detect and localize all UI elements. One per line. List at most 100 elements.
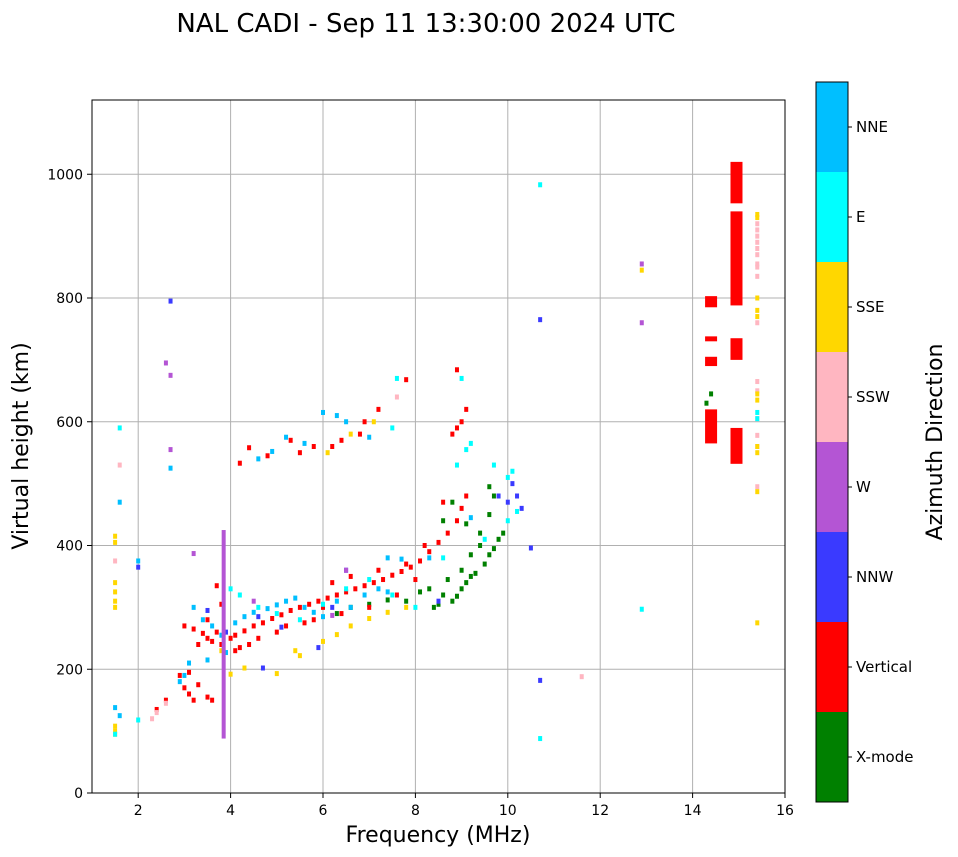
echo-point-nnw: [136, 564, 141, 570]
echo-point-w: [163, 360, 168, 366]
echo-point-x-mode: [482, 561, 487, 567]
echo-point-ssw: [755, 227, 760, 233]
echo-point-e: [510, 468, 515, 474]
echo-streak-vertical: [730, 338, 743, 360]
echo-point-nnw: [538, 677, 543, 683]
plot-area: 2 4 6 8 10 12 14 16 0 200 400 600 800 1000: [47, 99, 794, 819]
echo-point-nne: [334, 598, 339, 604]
echo-point-vertical: [233, 632, 238, 638]
echo-point-e: [538, 182, 543, 188]
echo-point-w: [330, 612, 335, 618]
echo-point-vertical: [381, 577, 386, 583]
echo-point-vertical: [288, 437, 293, 443]
echo-point-sse: [755, 620, 760, 626]
y-tick-label: 1000: [47, 167, 83, 183]
echo-point-w: [639, 320, 644, 326]
echo-point-nne: [284, 434, 289, 440]
data-marks: [113, 161, 760, 742]
x-tick-label: 12: [591, 803, 609, 819]
colorbar-label-nne: NNE: [856, 118, 888, 136]
echo-point-vertical: [459, 419, 464, 425]
echo-point-nne: [427, 555, 432, 561]
colorbar-segment-vertical: [816, 622, 848, 712]
echo-point-x-mode: [385, 597, 390, 603]
colorbar-segment-sse: [816, 262, 848, 352]
echo-point-vertical: [404, 377, 409, 383]
echo-point-sse: [755, 314, 760, 320]
echo-point-e: [237, 592, 242, 598]
echo-point-vertical: [191, 697, 196, 703]
echo-point-vertical: [459, 505, 464, 511]
echo-point-nnw: [330, 604, 335, 610]
echo-point-vertical: [454, 425, 459, 431]
echo-point-nne: [168, 465, 173, 471]
echo-point-vertical: [163, 697, 168, 703]
echo-point-vertical: [219, 601, 224, 607]
echo-streak-w: [221, 530, 226, 739]
echo-point-vertical: [247, 445, 252, 451]
echo-point-vertical: [279, 612, 284, 618]
echo-point-vertical: [247, 642, 252, 647]
echo-point-x-mode: [334, 611, 339, 617]
echo-point-sse: [113, 604, 118, 610]
echo-point-e: [459, 375, 464, 381]
echo-point-ssw: [755, 484, 760, 490]
echo-point-sse: [219, 648, 224, 654]
echo-point-vertical: [316, 598, 321, 604]
echo-point-x-mode: [418, 589, 423, 595]
echo-point-vertical: [344, 589, 349, 595]
echo-point-nne: [321, 614, 325, 620]
echo-point-sse: [113, 723, 118, 729]
echo-point-vertical: [445, 530, 450, 536]
echo-point-e: [515, 508, 520, 514]
echo-point-vertical: [441, 499, 446, 505]
echo-point-vertical: [191, 626, 196, 632]
echo-point-nne: [182, 672, 187, 678]
echo-point-x-mode: [487, 484, 492, 490]
echo-point-nne: [376, 586, 381, 592]
colorbar-label: Azimuth Direction: [923, 343, 948, 540]
echo-point-ssw: [755, 320, 760, 326]
echo-point-sse: [404, 604, 409, 610]
echo-point-vertical: [210, 638, 215, 644]
echo-point-nnw: [538, 317, 543, 323]
echo-point-vertical: [210, 697, 215, 703]
echo-point-x-mode: [427, 586, 432, 592]
echo-point-sse: [755, 450, 760, 456]
echo-point-ssw: [755, 379, 760, 385]
echo-point-nnw: [519, 505, 524, 511]
echo-point-e: [468, 440, 473, 446]
echo-point-vertical: [390, 572, 395, 578]
echo-point-vertical: [464, 406, 469, 412]
echo-point-ssw: [755, 233, 760, 239]
echo-point-sse: [348, 431, 353, 437]
echo-point-sse: [321, 638, 325, 644]
echo-point-ssw: [150, 716, 155, 722]
x-tick-label: 8: [411, 803, 420, 819]
echo-point-vertical: [284, 623, 289, 629]
echo-point-vertical: [418, 558, 423, 564]
echo-point-w: [168, 372, 173, 378]
echo-point-x-mode: [464, 580, 469, 586]
echo-point-vertical: [422, 543, 427, 548]
echo-point-e: [390, 425, 395, 431]
echo-point-nne: [251, 609, 256, 615]
echo-point-vertical: [302, 620, 307, 626]
echo-point-nnw: [515, 493, 520, 499]
echo-point-sse: [755, 211, 760, 217]
echo-point-x-mode: [704, 400, 709, 406]
echo-streak-vertical: [705, 409, 718, 444]
echo-point-e: [505, 518, 510, 524]
colorbar-segment-x-mode: [816, 712, 848, 802]
echo-point-w: [168, 447, 173, 453]
echo-point-nne: [362, 592, 367, 598]
echo-point-x-mode: [431, 604, 436, 610]
colorbar-segment-nne: [816, 82, 848, 172]
x-tick-label: 14: [684, 803, 702, 819]
echo-point-x-mode: [473, 570, 478, 576]
echo-point-sse: [371, 419, 376, 425]
echo-point-vertical: [219, 642, 224, 647]
echo-point-x-mode: [478, 530, 483, 536]
echo-point-sse: [755, 444, 760, 449]
echo-point-vertical: [260, 620, 265, 626]
